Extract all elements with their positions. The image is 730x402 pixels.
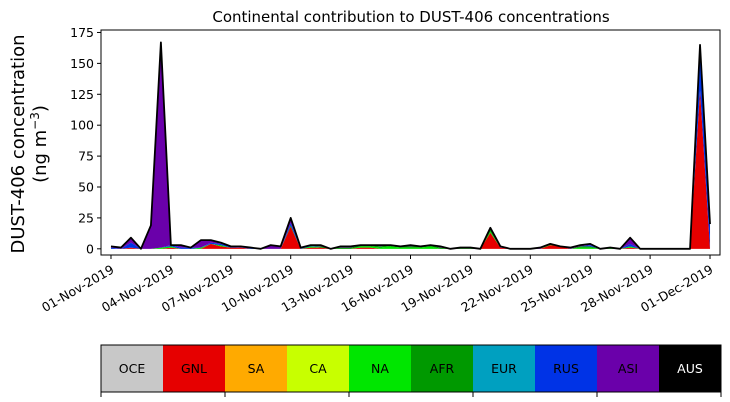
- area-sa: [110, 90, 711, 249]
- area-asi: [110, 42, 711, 249]
- legend-label-eur: EUR: [491, 361, 517, 376]
- y-tick-label: 125: [70, 87, 94, 102]
- area-gnl: [110, 90, 711, 249]
- y-axis-label-line2: (ng m−3): [28, 105, 51, 183]
- legend-swatch-aus: [659, 345, 722, 392]
- plot-frame: [100, 29, 721, 256]
- y-axis: 0 25 50 75 100 125 150 175: [70, 25, 101, 256]
- legend-swatch-ca: [287, 345, 350, 392]
- legend-swatch-oce: [101, 345, 164, 392]
- area-rus: [110, 44, 711, 249]
- y-axis-label-close: ): [30, 105, 51, 112]
- legend-label-sa: SA: [248, 361, 265, 376]
- legend-swatch-eur: [473, 345, 536, 392]
- legend-swatch-sa: [225, 345, 288, 392]
- y-axis-label-unit: (ng m: [30, 130, 51, 183]
- area-afr: [110, 90, 711, 249]
- y-tick-label: 100: [70, 118, 94, 133]
- y-axis-label: DUST-406 concentration (ng m−3): [8, 34, 51, 253]
- legend-label-rus: RUS: [553, 361, 579, 376]
- legend-label-asi: ASI: [618, 361, 638, 376]
- y-tick-label: 75: [78, 149, 94, 164]
- area-ca: [110, 90, 711, 249]
- plot-areas: [110, 41, 711, 250]
- legend-swatch-asi: [597, 345, 660, 392]
- legend-swatch-gnl: [163, 345, 226, 392]
- area-eur: [110, 90, 711, 249]
- y-axis-label-line1: DUST-406 concentration: [8, 34, 29, 253]
- y-tick-label: 25: [78, 210, 94, 225]
- y-tick-label: 0: [86, 241, 94, 256]
- total-outline: [110, 41, 711, 250]
- area-aus: [110, 42, 711, 249]
- legend-swatch-afr: [411, 345, 474, 392]
- y-tick-label: 150: [70, 56, 94, 71]
- x-axis: 01-Nov-201904-Nov-201907-Nov-201910-Nov-…: [39, 255, 716, 315]
- legend-colorbar: OCE GNL SA CA NA AFR EUR RUS ASI AUS: [100, 344, 722, 397]
- legend-label-ca: CA: [309, 361, 327, 376]
- legend-label-oce: OCE: [119, 361, 146, 376]
- legend-label-aus: AUS: [677, 361, 703, 376]
- area-na: [110, 90, 711, 249]
- legend-label-na: NA: [371, 361, 389, 376]
- legend-frame: [100, 344, 722, 393]
- legend-swatch-na: [349, 345, 412, 392]
- legend-label-afr: AFR: [430, 361, 455, 376]
- chart-title: Continental contribution to DUST-406 con…: [212, 8, 609, 26]
- y-tick-label: 50: [78, 180, 94, 195]
- legend-label-gnl: GNL: [181, 361, 207, 376]
- y-tick-label: 175: [70, 25, 94, 40]
- y-axis-label-exponent: −3: [28, 112, 42, 130]
- legend-swatch-rus: [535, 345, 598, 392]
